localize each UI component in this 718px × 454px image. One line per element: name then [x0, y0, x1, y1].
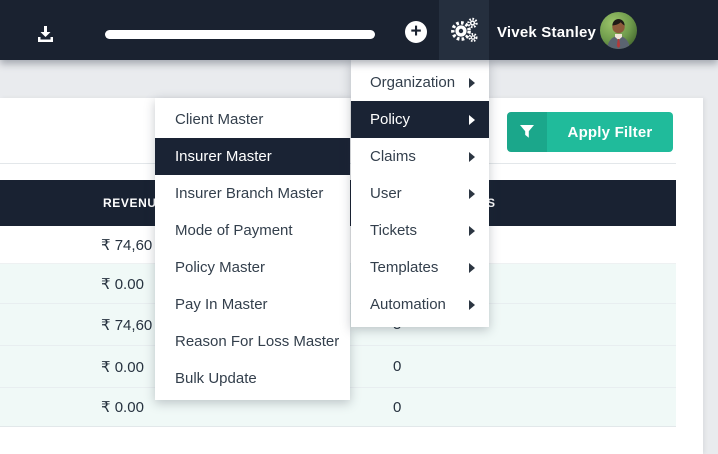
menu-item-mode-of-payment[interactable]: Mode of Payment: [175, 222, 293, 239]
menu-item-policy-master[interactable]: Policy Master: [175, 259, 266, 276]
plus-circle-icon[interactable]: +: [405, 21, 427, 43]
menu-item-tickets[interactable]: Tickets: [351, 212, 489, 249]
settings-menu: Organization Policy Claims User Tickets …: [351, 60, 489, 327]
submenu-arrow-icon: [469, 300, 475, 310]
revenue-cell: ₹ 0.00: [101, 399, 144, 416]
menu-item-reason-for-loss-master[interactable]: Reason For Loss Master: [175, 333, 340, 350]
submenu-arrow-icon: [469, 115, 475, 125]
submenu-arrow-icon: [469, 78, 475, 88]
revenue-cell: ₹ 0.00: [101, 358, 144, 376]
revenue-cell: ₹ 0.00: [101, 275, 144, 293]
menu-item-automation[interactable]: Automation: [351, 286, 489, 323]
user-avatar[interactable]: [600, 12, 637, 49]
count-cell: 0: [393, 398, 402, 416]
column-header-fragment: S: [487, 196, 496, 210]
menu-item-pay-in-master[interactable]: Pay In Master: [175, 296, 268, 313]
menu-item-templates[interactable]: Templates: [351, 249, 489, 286]
settings-cogs-button[interactable]: [439, 0, 489, 60]
submenu-arrow-icon: [469, 263, 475, 273]
menu-item-user[interactable]: User: [351, 175, 489, 212]
download-icon[interactable]: [36, 25, 55, 44]
cogs-icon: [451, 17, 478, 43]
menu-item-client-master[interactable]: Client Master: [175, 111, 264, 128]
apply-filter-button[interactable]: Apply Filter: [507, 112, 673, 152]
revenue-cell: ₹ 74,60: [101, 236, 153, 254]
submenu-arrow-icon: [469, 189, 475, 199]
policy-submenu: Client Master Insurer Master Insurer Bra…: [155, 98, 350, 400]
submenu-arrow-icon: [469, 152, 475, 162]
apply-filter-label: Apply Filter: [547, 112, 673, 152]
menu-item-insurer-branch-master[interactable]: Insurer Branch Master: [175, 185, 324, 202]
navbar-pill: [105, 30, 375, 39]
column-header-revenue: REVENU: [103, 196, 157, 210]
user-name: Vivek Stanley: [497, 24, 597, 41]
menu-item-claims[interactable]: Claims: [351, 138, 489, 175]
menu-item-organization[interactable]: Organization: [351, 64, 489, 101]
count-cell: 0: [393, 358, 402, 375]
menu-item-policy[interactable]: Policy: [351, 101, 489, 138]
top-navbar: + Vivek Stanley: [0, 0, 718, 60]
filter-funnel-icon: [507, 112, 547, 152]
revenue-cell: ₹ 74,60: [101, 316, 153, 334]
menu-item-insurer-master[interactable]: Insurer Master: [155, 138, 350, 175]
submenu-arrow-icon: [469, 226, 475, 236]
menu-item-bulk-update[interactable]: Bulk Update: [175, 370, 257, 387]
